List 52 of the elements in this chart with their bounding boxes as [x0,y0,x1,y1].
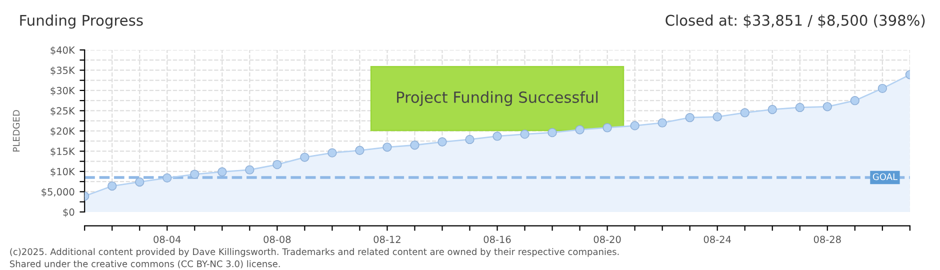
point [602,123,612,132]
y-tick-label: $35K [50,66,76,76]
y-tick-label: $10K [50,168,76,177]
x-tick-label: 08-08 [264,236,291,244]
point [108,181,117,191]
chart-title: Funding Progress [20,14,143,29]
y-tick-label: $15K [50,148,76,156]
point [300,152,310,162]
point [382,142,392,152]
point [795,102,804,112]
x-tick-label: 08-28 [814,236,841,244]
chart-subtitle: Closed at: $33,851 / $8,500 (398%) [666,14,925,28]
x-tick-label: 08-24 [704,236,731,244]
point [658,118,667,128]
y-tick-label: $20K [50,127,76,136]
annotation: Project Funding Successful [397,91,598,106]
y-tick-label: $0 [63,208,74,218]
y-axis-title: PLEDGED [12,110,20,152]
point [575,125,584,134]
point [520,130,530,139]
point [355,146,364,155]
x-tick-label: 08-04 [154,236,181,244]
point [878,84,887,94]
point [272,160,282,170]
point [712,112,722,122]
point [465,134,474,144]
text: (c)2025. Additional content provided by Dave Killingsworth. Trademarks and related content are owned by their respective companies. [10,248,619,257]
y-tick-label: $40K [50,46,76,56]
point [245,165,254,174]
point [548,128,557,138]
point [218,167,227,176]
y-tick-label: $25K [50,107,76,116]
point [438,137,447,146]
point [410,140,420,150]
ref-line-label: GOAL [872,173,898,180]
point [162,173,172,183]
point [768,104,777,114]
point [822,102,832,112]
point [328,148,337,158]
y-tick-label: $5,000 [42,188,74,197]
point [135,177,144,187]
point [850,96,860,106]
x-tick-label: 08-12 [374,236,400,244]
y-tick-label: $30K [50,86,76,96]
x-tick-label: 08-16 [484,236,511,244]
text: Shared under the creative commons (CC BY-NC 3.0) license. [10,260,280,268]
point [190,170,200,179]
point [685,113,694,122]
point [740,108,750,118]
point [492,132,502,141]
point [630,121,640,130]
x-tick-label: 08-20 [594,236,621,244]
